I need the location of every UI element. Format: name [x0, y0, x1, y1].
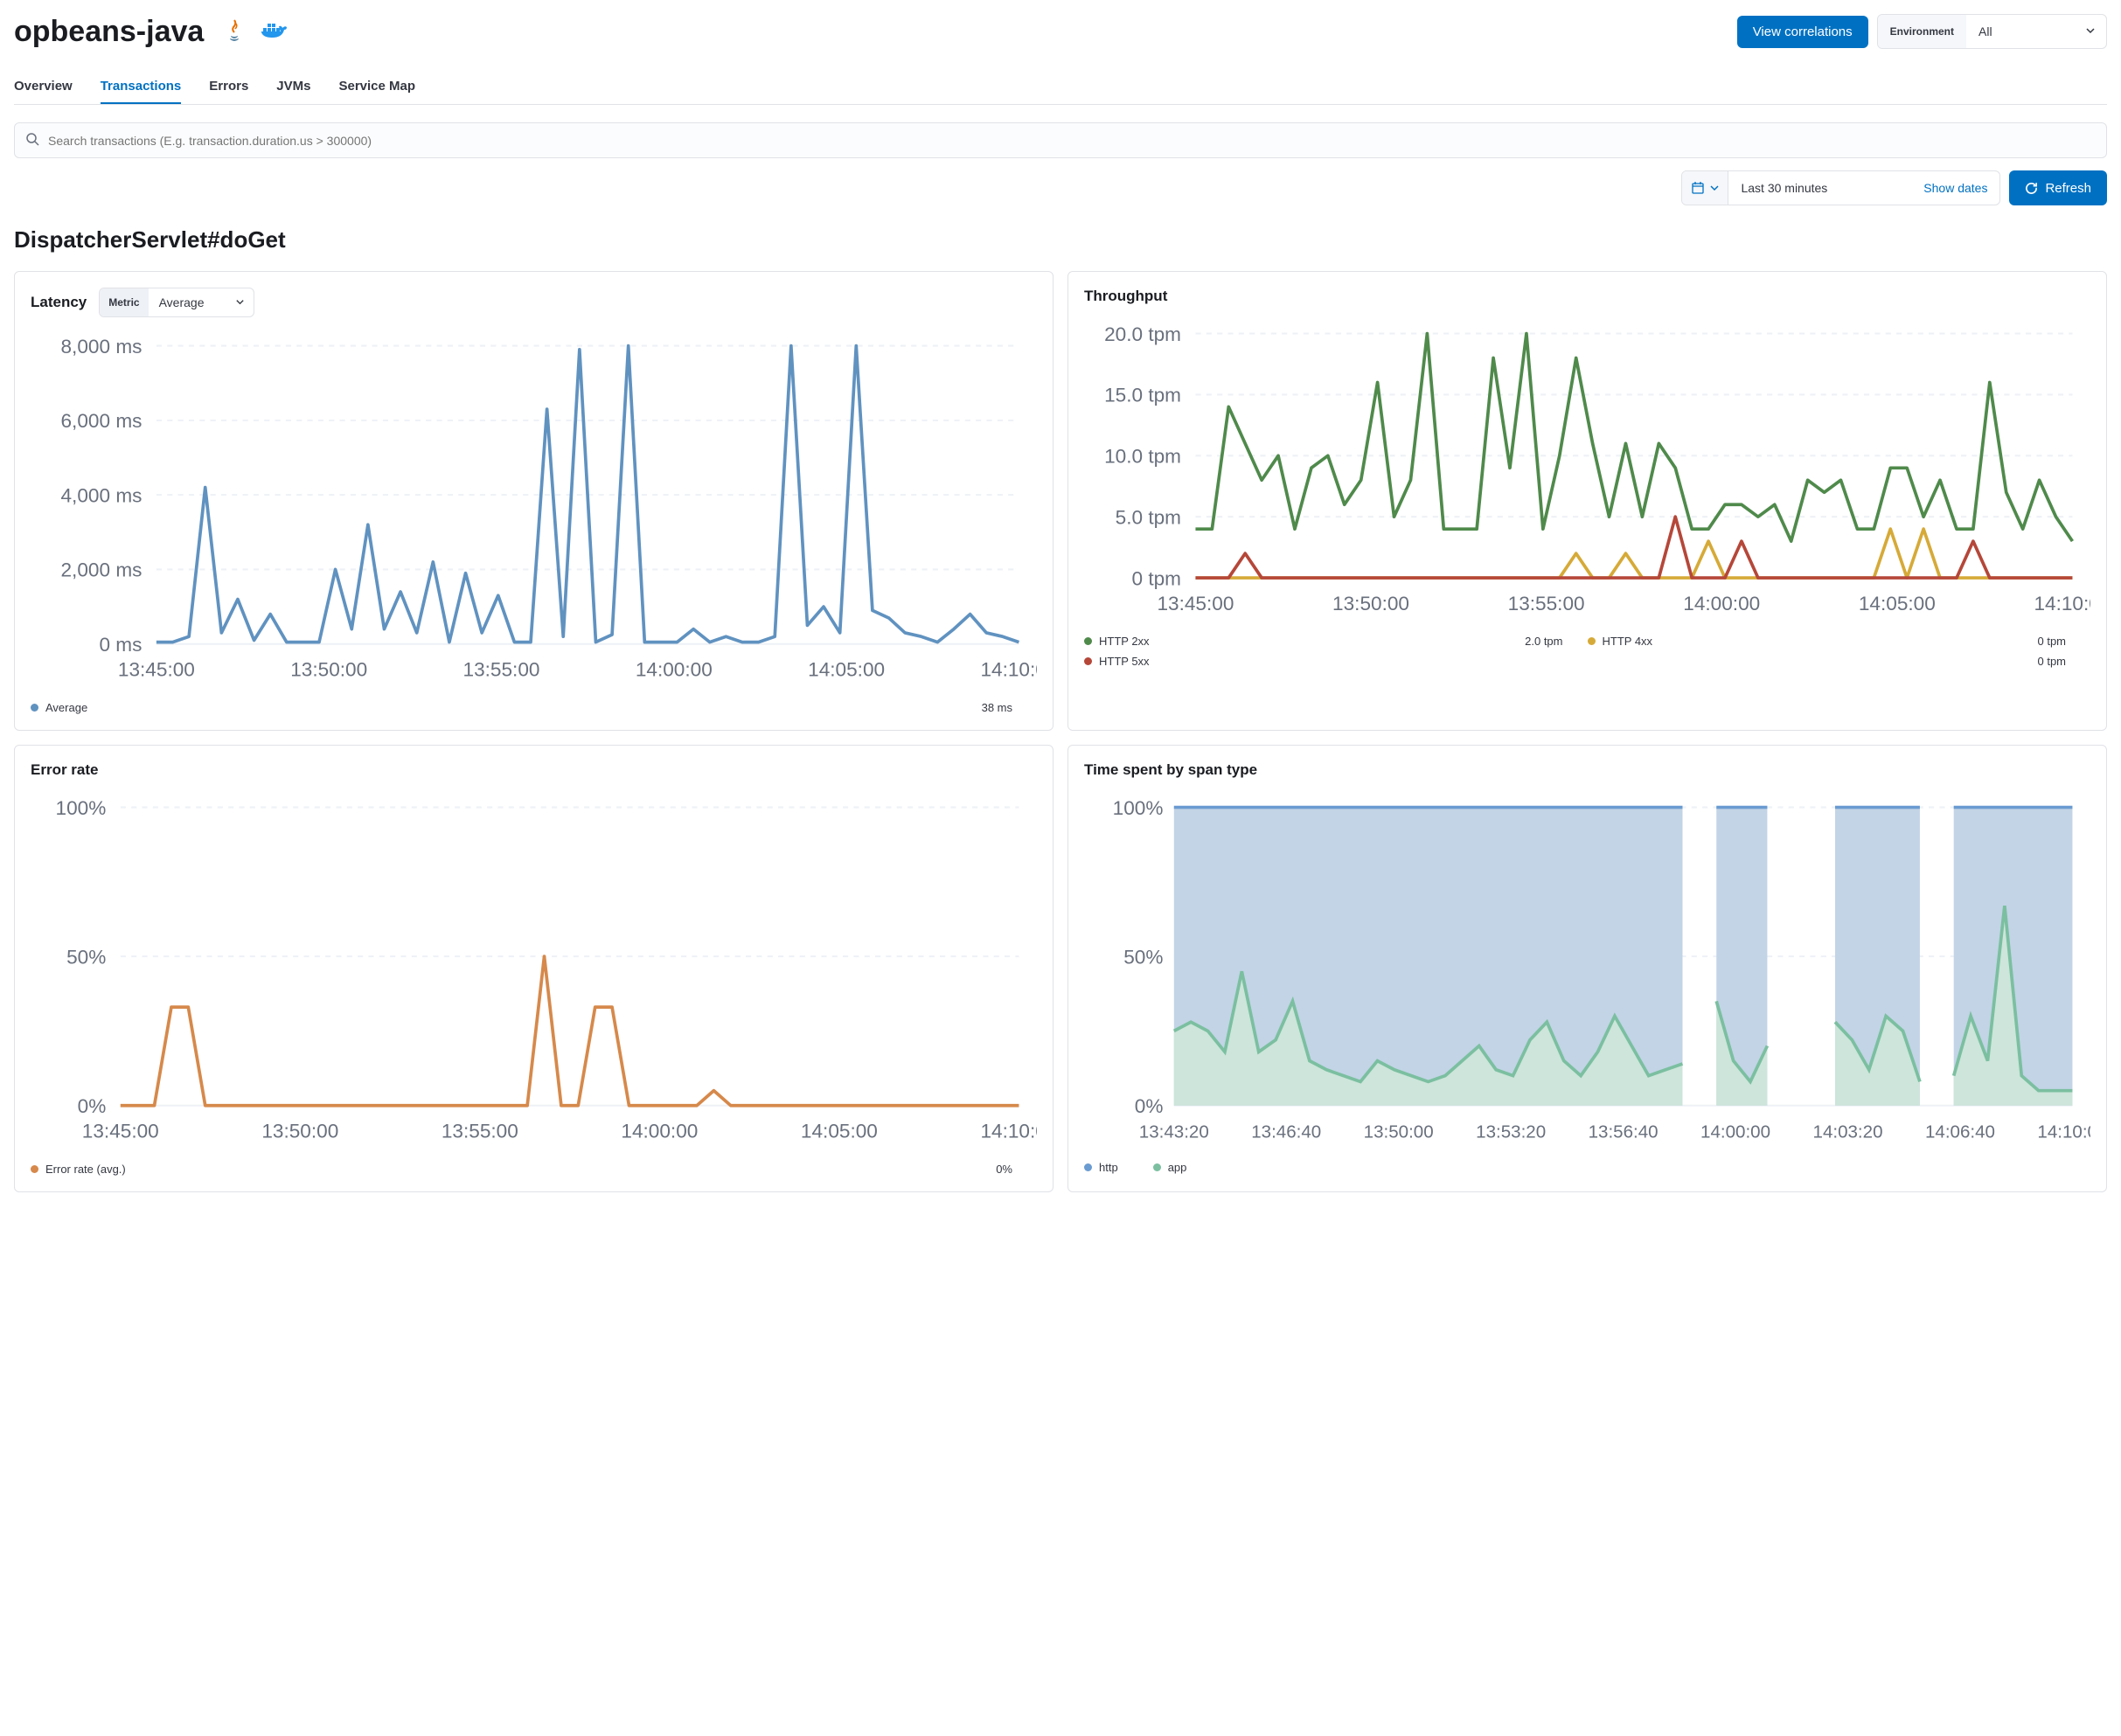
throughput-title: Throughput [1084, 288, 1167, 305]
legend-item: HTTP 2xx2.0 tpm [1084, 635, 1588, 648]
docker-icon [261, 21, 288, 43]
calendar-button[interactable] [1682, 171, 1728, 205]
legend-item: Error rate (avg.)0% [31, 1163, 1037, 1176]
svg-text:14:10:00: 14:10:00 [2037, 1122, 2090, 1142]
error-rate-card: Error rate 0% 50% 100% 13:45:00 13:50:00 13:5… [14, 745, 1054, 1192]
svg-text:13:56:40: 13:56:40 [1589, 1122, 1659, 1142]
svg-text:20.0 tpm: 20.0 tpm [1104, 323, 1181, 345]
svg-text:13:43:20: 13:43:20 [1139, 1122, 1209, 1142]
svg-text:13:55:00: 13:55:00 [463, 659, 540, 681]
chevron-down-icon [235, 295, 245, 309]
svg-text:13:53:20: 13:53:20 [1476, 1122, 1546, 1142]
error-rate-title: Error rate [31, 761, 98, 779]
svg-text:13:50:00: 13:50:00 [290, 659, 367, 681]
svg-text:13:45:00: 13:45:00 [82, 1121, 159, 1142]
tab-service-map[interactable]: Service Map [338, 70, 415, 104]
refresh-button[interactable]: Refresh [2009, 170, 2107, 205]
svg-text:0%: 0% [1135, 1095, 1164, 1117]
svg-text:13:55:00: 13:55:00 [1508, 593, 1585, 615]
calendar-icon [1691, 181, 1705, 195]
svg-text:0%: 0% [78, 1095, 107, 1117]
latency-legend: Average38 ms [31, 701, 1037, 714]
span-legend: http app [1084, 1161, 2090, 1174]
search-input[interactable] [48, 134, 2096, 148]
svg-text:13:55:00: 13:55:00 [442, 1121, 518, 1142]
throughput-legend: HTTP 2xx2.0 tpmHTTP 4xx0 tpm HTTP 5xx0 tp… [1084, 635, 2090, 668]
legend-item: HTTP 4xx0 tpm [1588, 635, 2091, 648]
svg-text:15.0 tpm: 15.0 tpm [1104, 385, 1181, 406]
tab-jvms[interactable]: JVMs [276, 70, 310, 104]
span-title: Time spent by span type [1084, 761, 1257, 779]
svg-text:14:10:00: 14:10:00 [2034, 593, 2090, 615]
svg-text:0 ms: 0 ms [99, 634, 142, 656]
svg-text:14:10:00: 14:10:00 [980, 659, 1037, 681]
view-correlations-button[interactable]: View correlations [1737, 16, 1868, 48]
tabs: Overview Transactions Errors JVMs Service Ma… [14, 70, 2107, 105]
java-icon [225, 18, 244, 45]
legend-item: http [1084, 1161, 1118, 1174]
svg-text:50%: 50% [1123, 946, 1163, 968]
svg-text:14:00:00: 14:00:00 [1683, 593, 1760, 615]
span-card: Time spent by span type 0% 50% 100% 13:43:2… [1067, 745, 2107, 1192]
throughput-card: Throughput 0 tpm 5.0 tpm 10.0 tpm 15.0 tpm 2… [1067, 271, 2107, 731]
page-title: opbeans-java [14, 15, 204, 49]
environment-selector[interactable]: Environment All [1877, 14, 2107, 49]
svg-text:13:50:00: 13:50:00 [261, 1121, 338, 1142]
error-rate-chart: 0% 50% 100% 13:45:00 13:50:00 13:55:00 14:00:0… [31, 789, 1037, 1149]
svg-text:14:00:00: 14:00:00 [621, 1121, 698, 1142]
svg-text:13:50:00: 13:50:00 [1332, 593, 1409, 615]
metric-value: Average [159, 295, 205, 309]
legend-item: app [1153, 1161, 1187, 1174]
transaction-title: DispatcherServlet#doGet [14, 226, 2107, 253]
svg-text:13:50:00: 13:50:00 [1364, 1122, 1434, 1142]
latency-metric-select[interactable]: Metric Average [99, 288, 254, 317]
svg-text:14:05:00: 14:05:00 [1859, 593, 1936, 615]
svg-text:14:03:20: 14:03:20 [1813, 1122, 1883, 1142]
latency-card: Latency Metric Average 0 ms 2,000 ms 4,000… [14, 271, 1054, 731]
legend-item: Average38 ms [31, 701, 1037, 714]
svg-text:100%: 100% [56, 797, 107, 819]
refresh-icon [2025, 182, 2038, 195]
date-range-label: Last 30 minutes [1741, 181, 1827, 195]
svg-text:14:10:00: 14:10:00 [980, 1121, 1037, 1142]
svg-text:0 tpm: 0 tpm [1131, 567, 1181, 589]
legend-item: HTTP 5xx0 tpm [1084, 655, 2090, 668]
svg-text:4,000 ms: 4,000 ms [61, 484, 143, 506]
svg-text:14:00:00: 14:00:00 [1700, 1122, 1770, 1142]
tab-transactions[interactable]: Transactions [101, 70, 182, 104]
chevron-down-icon [2085, 24, 2096, 38]
metric-label: Metric [100, 288, 148, 316]
tab-overview[interactable]: Overview [14, 70, 73, 104]
span-chart: 0% 50% 100% 13:43:20 13:46:40 13:50:00 13:53:2… [1084, 789, 2090, 1149]
svg-text:13:45:00: 13:45:00 [1157, 593, 1234, 615]
refresh-label: Refresh [2045, 181, 2091, 196]
svg-text:5.0 tpm: 5.0 tpm [1116, 506, 1181, 528]
environment-label: Environment [1878, 15, 1966, 48]
svg-text:2,000 ms: 2,000 ms [61, 559, 143, 581]
search-bar[interactable] [14, 122, 2107, 158]
error-rate-legend: Error rate (avg.)0% [31, 1163, 1037, 1176]
svg-text:50%: 50% [66, 946, 106, 968]
svg-text:8,000 ms: 8,000 ms [61, 336, 143, 358]
chevron-down-icon [1710, 184, 1719, 192]
svg-text:13:45:00: 13:45:00 [118, 659, 195, 681]
latency-title: Latency [31, 294, 87, 311]
svg-text:6,000 ms: 6,000 ms [61, 410, 143, 432]
svg-text:100%: 100% [1113, 797, 1164, 819]
date-range-picker[interactable]: Last 30 minutes Show dates [1681, 170, 2000, 205]
throughput-chart: 0 tpm 5.0 tpm 10.0 tpm 15.0 tpm 20.0 tpm 13:4… [1084, 316, 2090, 621]
svg-text:14:06:40: 14:06:40 [1925, 1122, 1995, 1142]
show-dates-link[interactable]: Show dates [1923, 181, 1987, 195]
search-icon [25, 132, 39, 149]
svg-text:14:05:00: 14:05:00 [801, 1121, 878, 1142]
tab-errors[interactable]: Errors [209, 70, 248, 104]
environment-value: All [1978, 24, 1992, 38]
svg-text:13:46:40: 13:46:40 [1251, 1122, 1321, 1142]
svg-text:10.0 tpm: 10.0 tpm [1104, 446, 1181, 468]
latency-chart: 0 ms 2,000 ms 4,000 ms 6,000 ms 8,000 ms 13:4… [31, 328, 1037, 687]
svg-text:14:05:00: 14:05:00 [808, 659, 885, 681]
svg-text:14:00:00: 14:00:00 [636, 659, 713, 681]
